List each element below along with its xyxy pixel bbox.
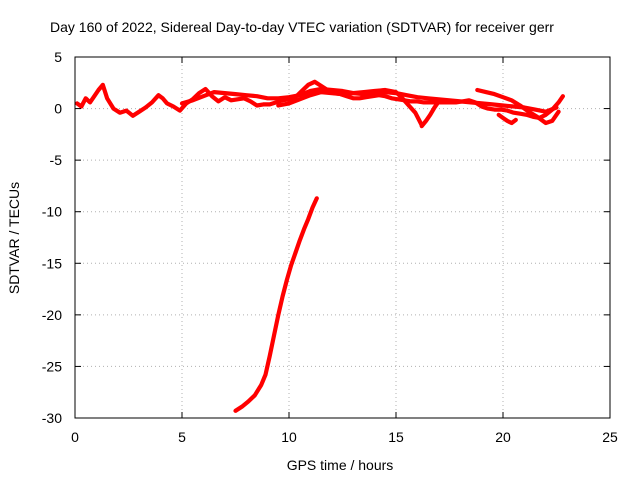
x-tick-label: 10	[281, 429, 297, 445]
y-tick-label: -15	[42, 255, 62, 271]
x-tick-label: 20	[495, 429, 511, 445]
series-line-satellite-track-e	[475, 87, 561, 126]
y-axis-label: SDTVAR / TECUs	[6, 182, 22, 294]
x-tick-label: 0	[71, 429, 79, 445]
plot-frame	[74, 56, 611, 419]
x-axis-label: GPS time / hours	[287, 457, 394, 473]
x-tick-label: 15	[388, 429, 404, 445]
y-tick-label: -10	[42, 204, 62, 220]
y-tick-label: -30	[42, 410, 62, 426]
y-tick-label: 0	[54, 101, 62, 117]
x-axis-ticks: 0 5 10 15 20 25	[71, 57, 618, 445]
y-tick-label: -20	[42, 307, 62, 323]
series-line-satellite-track-g	[233, 196, 319, 413]
y-axis-ticks: 5 0 -5 -10 -15 -20 -25 -30	[42, 49, 610, 426]
series-line-satellite-track-d	[419, 99, 441, 129]
x-tick-label: 5	[178, 429, 186, 445]
x-tick-label: 25	[602, 429, 618, 445]
y-tick-label: -25	[42, 358, 62, 374]
series-line-satellite-track-f	[496, 112, 518, 126]
y-tick-label: 5	[54, 49, 62, 65]
y-tick-label: -5	[50, 152, 63, 168]
series-line-satellite-track-a	[75, 79, 565, 120]
series-group	[75, 79, 565, 413]
chart-title: Day 160 of 2022, Sidereal Day-to-day VTE…	[50, 19, 554, 35]
series-line-satellite-track-c	[276, 87, 424, 128]
